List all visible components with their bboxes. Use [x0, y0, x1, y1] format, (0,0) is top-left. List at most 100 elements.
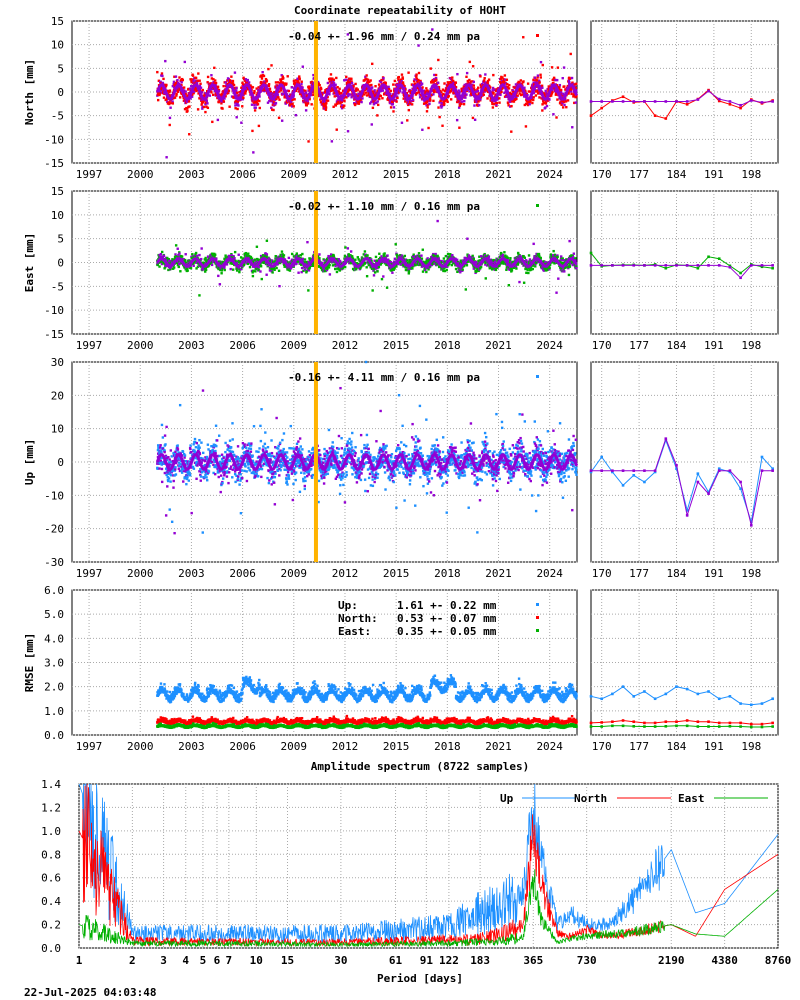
data-point [198, 97, 201, 100]
data-point [563, 85, 566, 88]
model-point [465, 93, 468, 96]
model-point [306, 99, 309, 102]
data-point [262, 74, 266, 78]
data-point [212, 78, 215, 81]
data-point [251, 86, 255, 89]
data-point [395, 100, 398, 103]
data-point [242, 77, 246, 81]
data-point [363, 250, 367, 253]
model-point [274, 101, 278, 105]
model-point [334, 83, 337, 86]
model-point [270, 92, 273, 95]
data-point [379, 94, 383, 98]
y-tick-label: 10 [51, 39, 64, 52]
data-point [240, 86, 243, 89]
data-point [325, 102, 328, 105]
data-point [312, 82, 315, 86]
model-point [348, 93, 351, 96]
model-point [192, 90, 196, 93]
data-point [471, 65, 475, 68]
data-point [264, 82, 267, 85]
data-point [328, 80, 332, 83]
x-tick-label: 2018 [434, 339, 461, 352]
model-point [391, 102, 395, 106]
model-point [376, 100, 379, 103]
data-point [270, 108, 274, 111]
model-point [300, 82, 303, 86]
model-point [346, 33, 350, 36]
data-point [174, 83, 178, 86]
model-point [278, 284, 281, 288]
data-point [277, 96, 280, 99]
model-point [323, 107, 326, 110]
data-point [401, 77, 405, 80]
model-point [340, 94, 343, 97]
data-point [186, 94, 190, 97]
model-point [473, 118, 477, 121]
data-point [204, 110, 207, 114]
data-point [158, 92, 162, 95]
data-point [326, 95, 329, 99]
model-point [296, 77, 299, 81]
model-point [328, 273, 332, 276]
data-point [329, 77, 332, 80]
data-point [374, 85, 377, 88]
model-point [561, 76, 564, 80]
annotation-marker [536, 34, 539, 37]
data-point [234, 107, 237, 110]
data-point [191, 78, 194, 81]
data-point [335, 270, 339, 274]
model-point [200, 90, 204, 94]
data-point [213, 253, 217, 256]
data-point [174, 244, 178, 247]
model-point [541, 86, 544, 89]
data-point [507, 87, 511, 90]
data-point [168, 123, 171, 127]
model-point [346, 130, 350, 133]
data-point [172, 266, 176, 269]
model-point [528, 103, 531, 106]
x-tick-label: 2006 [229, 339, 256, 352]
model-point [386, 254, 389, 257]
data-point [280, 86, 283, 90]
data-point [167, 101, 171, 104]
data-point [280, 89, 283, 92]
data-point [156, 70, 159, 74]
data-point [341, 89, 345, 92]
model-point [428, 102, 431, 106]
model-point [272, 92, 275, 95]
y-tick-label: 0 [57, 86, 64, 99]
data-point [253, 89, 256, 93]
data-point [377, 103, 380, 107]
zoom-x-tick-label: 184 [667, 339, 687, 352]
data-point [330, 79, 334, 82]
model-point [379, 80, 383, 84]
model-point [235, 116, 238, 119]
y-tick-label: 10 [51, 209, 64, 222]
data-point [216, 85, 220, 89]
data-point [256, 103, 260, 106]
model-point [392, 106, 396, 109]
y-tick-label: -15 [44, 328, 64, 341]
data-point [272, 101, 276, 104]
data-point [201, 88, 204, 92]
data-point [220, 272, 223, 275]
data-point [275, 97, 278, 101]
data-point [183, 258, 187, 262]
data-point [288, 269, 292, 272]
data-point [462, 102, 466, 106]
data-point [347, 89, 351, 92]
data-point [259, 265, 263, 268]
data-point [487, 78, 491, 81]
data-point [371, 289, 374, 292]
data-point [173, 96, 177, 99]
model-point [574, 101, 578, 104]
model-point [343, 79, 346, 82]
model-point [456, 72, 459, 76]
model-point [387, 85, 390, 89]
model-point [332, 82, 336, 85]
data-point [443, 102, 446, 105]
model-point [306, 100, 310, 104]
model-point [465, 71, 469, 75]
data-point [407, 71, 410, 74]
